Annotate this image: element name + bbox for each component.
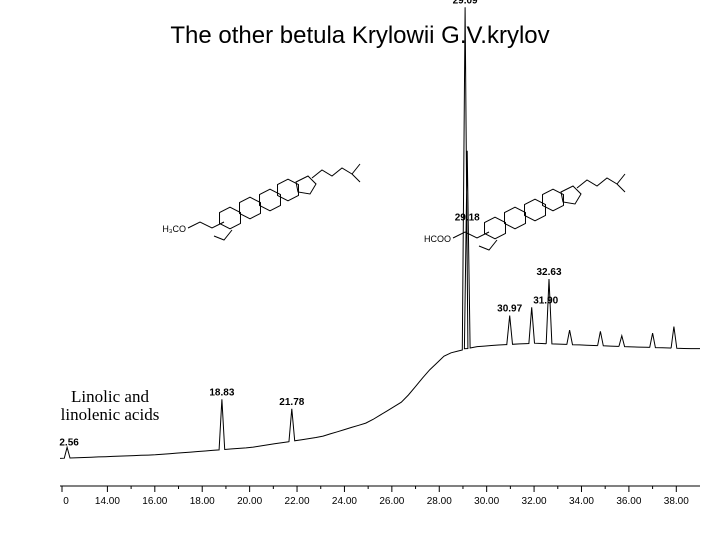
x-tick-label: 0	[63, 496, 69, 507]
x-tick-label: 36.00	[616, 496, 641, 507]
peak-label: 30.97	[497, 304, 522, 315]
svg-text:H₃CO: H₃CO	[162, 224, 186, 234]
x-tick-label: 14.00	[95, 496, 120, 507]
molecule-structure: H₃CO	[162, 164, 360, 240]
x-tick-label: 28.00	[427, 496, 452, 507]
x-tick-label: 38.00	[664, 496, 689, 507]
x-tick-label: 16.00	[142, 496, 167, 507]
x-tick-label: 26.00	[379, 496, 404, 507]
peak-label: 32.63	[536, 267, 561, 278]
x-tick-label: 34.00	[569, 496, 594, 507]
x-tick-label: 30.00	[474, 496, 499, 507]
peak-label: 29.18	[455, 213, 480, 224]
peak-label: 21.78	[279, 397, 304, 408]
chromatogram-chart: 14.00 16.00 18.00 20.00 22.00 24.00 26.00 28.00…	[0, 0, 720, 540]
peak-label: 31.90	[533, 295, 558, 306]
x-tick-label: 18.00	[190, 496, 215, 507]
svg-text:HCOO: HCOO	[424, 234, 451, 244]
peak-label: 2.56	[59, 437, 79, 448]
x-tick-label: 32.00	[522, 496, 547, 507]
x-tick-label: 22.00	[285, 496, 310, 507]
x-tick-label: 24.00	[332, 496, 357, 507]
x-tick-label: 20.00	[237, 496, 262, 507]
chromatogram-trace	[60, 7, 700, 458]
peak-label: 29.09	[453, 0, 478, 6]
peak-label: 18.83	[209, 387, 234, 398]
